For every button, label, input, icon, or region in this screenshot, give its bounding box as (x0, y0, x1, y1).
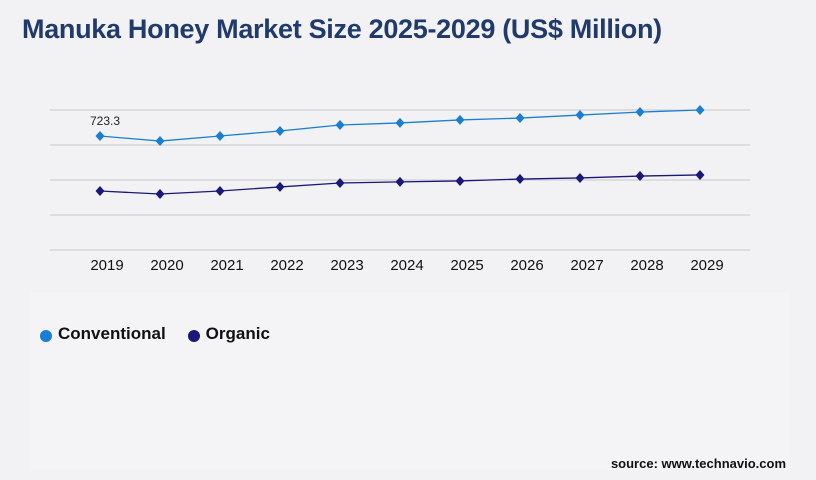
x-tick-label: 2025 (450, 257, 483, 274)
legend-panel (30, 292, 790, 470)
data-point-organic (275, 181, 285, 192)
legend-item-conventional[interactable]: Conventional (40, 324, 166, 344)
data-point-organic (95, 186, 105, 197)
legend-marker-conventional (40, 329, 52, 342)
x-tick-label: 2023 (330, 257, 363, 274)
x-tick-label: 2019 (90, 257, 123, 274)
legend-item-organic[interactable]: Organic (187, 324, 270, 344)
data-point-organic (335, 177, 345, 188)
x-tick-label: 2028 (630, 257, 663, 274)
source-credit: source: www.technavio.com (610, 456, 786, 471)
data-point-organic (635, 171, 645, 182)
data-point-conventional (395, 117, 405, 128)
legend: Conventional Organic (40, 324, 292, 344)
data-point-organic (215, 186, 225, 197)
x-tick-label: 2022 (270, 257, 303, 274)
data-point-conventional (515, 113, 525, 124)
data-point-conventional (335, 119, 345, 130)
legend-label-conventional: Conventional (58, 324, 166, 343)
x-tick-label: 2020 (150, 257, 183, 274)
x-tick-label: 2027 (570, 257, 603, 274)
data-point-conventional (95, 130, 105, 141)
data-point-conventional (155, 136, 165, 147)
legend-label-organic: Organic (205, 324, 270, 343)
chart-title: Manuka Honey Market Size 2025-2029 (US$ … (22, 14, 662, 44)
data-point-conventional (695, 105, 705, 115)
x-tick-label: 2024 (390, 257, 423, 274)
data-point-organic (695, 169, 705, 180)
data-point-conventional (635, 107, 645, 118)
data-point-conventional (215, 131, 225, 142)
data-point-organic (515, 174, 525, 185)
x-tick-label: 2021 (210, 257, 243, 274)
x-tick-label: 2029 (690, 257, 723, 274)
data-point-conventional (455, 114, 465, 125)
data-point-conventional (275, 125, 285, 136)
data-point-organic (575, 172, 585, 183)
x-tick-label: 2026 (510, 257, 543, 274)
data-label: 723.3 (90, 114, 120, 128)
legend-marker-organic (187, 329, 200, 342)
data-point-conventional (575, 110, 585, 121)
data-point-organic (455, 175, 465, 186)
data-point-organic (155, 189, 165, 200)
data-point-organic (395, 176, 405, 187)
line-chart: 2019 2020 2021 2022 2023 2024 2025 2026 2027 2028… (50, 105, 750, 274)
